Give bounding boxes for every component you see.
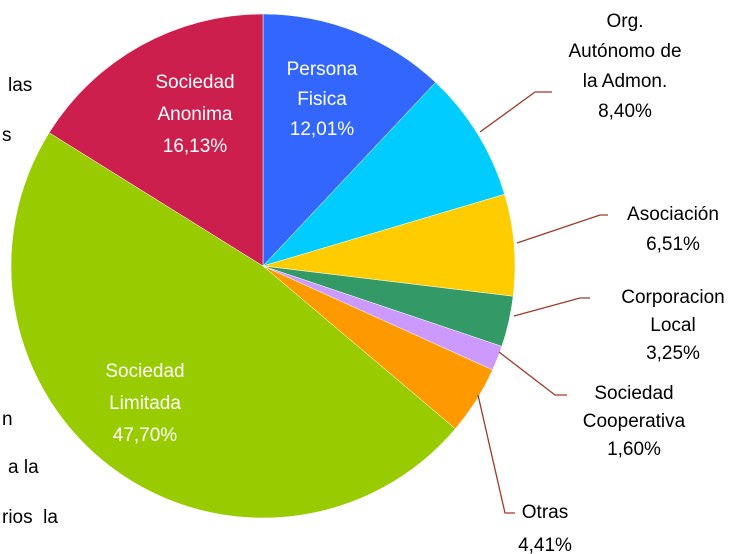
- pie-slice: [10, 132, 456, 519]
- slice-label: Anonima: [158, 104, 233, 125]
- slice-label: Sociedad: [105, 361, 184, 382]
- slice-label: Corporacion: [621, 287, 725, 308]
- slice-label: Autónomo de: [568, 41, 681, 62]
- slice-value: 12,01%: [290, 119, 355, 140]
- slice-value: 4,41%: [518, 535, 572, 554]
- slice-value: 1,60%: [607, 439, 661, 460]
- background-text: s: [2, 125, 12, 146]
- slice-value: 16,13%: [163, 136, 228, 157]
- leader-line: [516, 214, 608, 244]
- pie-slice: [262, 82, 505, 267]
- slice-label: Org.: [607, 11, 644, 32]
- leader-line: [513, 297, 590, 317]
- slice-value: 47,70%: [113, 425, 178, 446]
- slice-label: Sociedad: [594, 383, 673, 404]
- background-text: a la: [8, 457, 39, 478]
- pie-slice: [262, 13, 436, 267]
- slice-label: Fisica: [297, 89, 347, 110]
- slice-label: Otras: [522, 502, 568, 523]
- slice-label: Local: [650, 315, 695, 336]
- slice-label: Persona: [287, 59, 358, 80]
- background-text: rios la: [2, 507, 58, 528]
- leader-line: [477, 394, 515, 514]
- slice-label: Asociación: [627, 204, 719, 225]
- pie-slice: [48, 13, 264, 267]
- slice-value: 6,51%: [646, 234, 700, 255]
- leader-line: [498, 351, 567, 396]
- leader-line: [479, 91, 552, 133]
- slice-value: 3,25%: [646, 343, 700, 364]
- background-text: n: [2, 409, 13, 430]
- slice-label: Sociedad: [155, 72, 234, 93]
- slice-label: Limitada: [109, 393, 181, 414]
- slice-value: 8,40%: [598, 101, 652, 122]
- slice-label: la Admon.: [583, 71, 668, 92]
- background-text: las: [8, 75, 32, 96]
- slice-label: Cooperativa: [583, 411, 686, 432]
